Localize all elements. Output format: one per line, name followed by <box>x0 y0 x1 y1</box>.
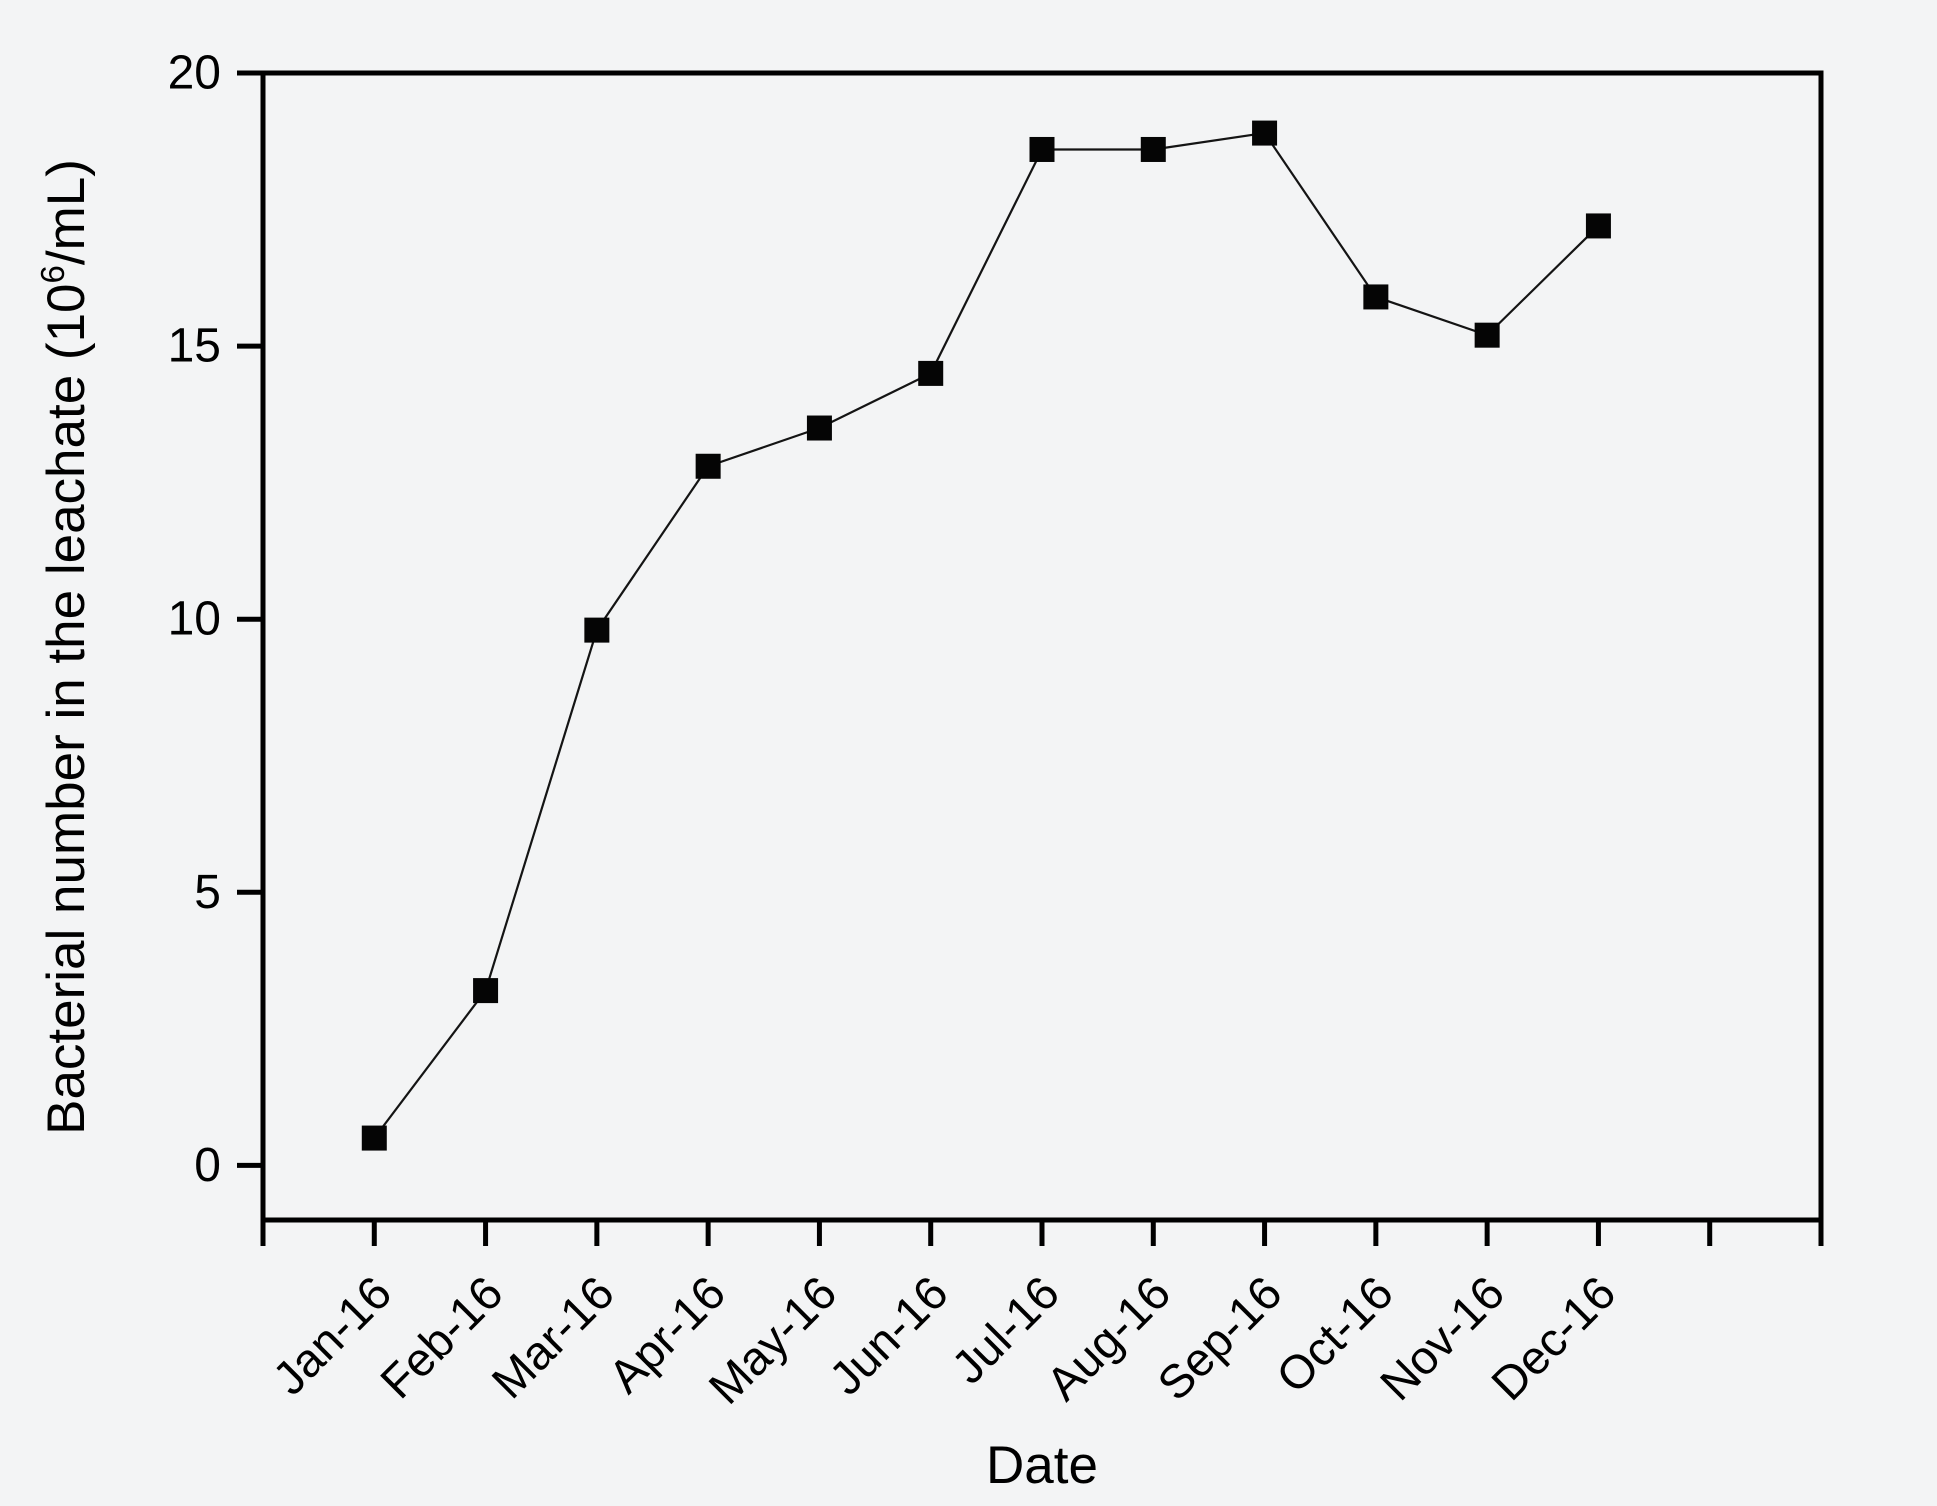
data-point-marker <box>1474 322 1500 348</box>
y-axis-title: Bacterial number in the leachate (106/mL… <box>34 159 96 1135</box>
y-tick-label: 5 <box>194 866 221 919</box>
data-point-marker <box>695 453 721 479</box>
axis-ticks <box>237 70 1824 1246</box>
plot-frame <box>260 70 1824 1223</box>
data-point-marker <box>918 360 944 386</box>
y-tick-label: 0 <box>194 1139 221 1192</box>
x-tick-label: May-16 <box>698 1266 846 1414</box>
data-point-marker <box>1363 284 1389 310</box>
y-tick-label: 15 <box>168 320 221 373</box>
data-line <box>373 131 1600 1139</box>
y-tick-label: 20 <box>168 47 221 100</box>
x-tick-label: Mar-16 <box>481 1266 624 1409</box>
x-axis-title: Date <box>986 1436 1098 1495</box>
x-tick-label: Feb-16 <box>370 1266 513 1409</box>
data-point-marker <box>584 617 610 643</box>
x-tick-label: Jun-16 <box>819 1266 958 1405</box>
data-point-marker <box>1585 213 1611 239</box>
data-series <box>361 120 1611 1151</box>
data-point-marker <box>473 978 499 1004</box>
data-point-marker <box>361 1125 387 1151</box>
x-tick-label: Sep-16 <box>1147 1266 1292 1411</box>
data-point-marker <box>1029 136 1055 162</box>
x-tick-label: Jan-16 <box>262 1266 401 1405</box>
axis-tick-labels: 05101520Jan-16Feb-16Mar-16Apr-16May-16Ju… <box>168 47 1626 1414</box>
y-tick-label: 10 <box>168 593 221 646</box>
x-tick-label: Aug-16 <box>1036 1266 1181 1411</box>
data-point-marker <box>1140 136 1166 162</box>
x-tick-label: Dec-16 <box>1481 1266 1626 1411</box>
data-point-marker <box>1252 120 1278 146</box>
x-tick-label: Nov-16 <box>1370 1266 1515 1411</box>
data-point-marker <box>806 415 832 441</box>
